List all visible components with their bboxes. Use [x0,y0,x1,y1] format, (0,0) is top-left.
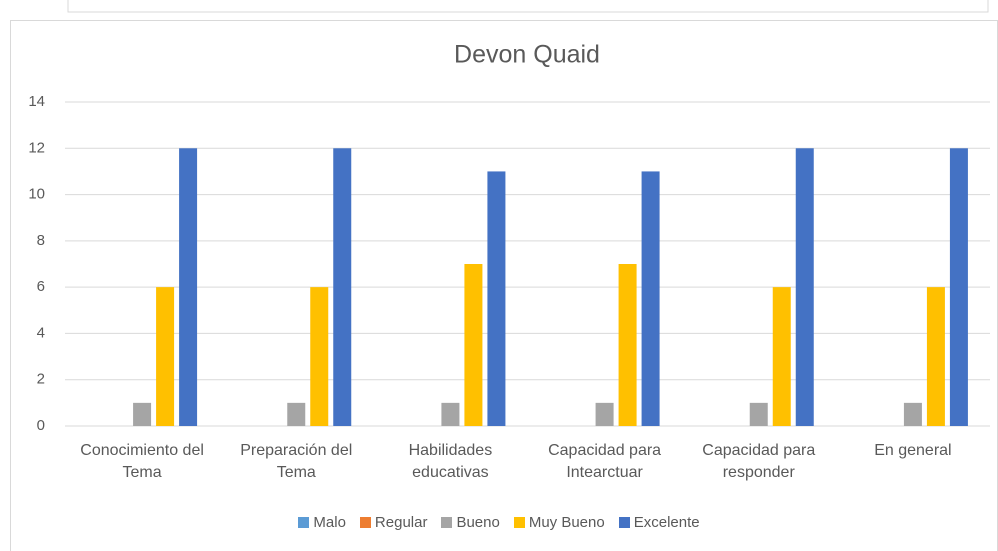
legend-label: Muy Bueno [528,514,605,531]
bar [903,402,922,426]
bar [333,148,352,427]
y-tick-label: 4 [37,324,45,341]
y-tick-label: 12 [28,139,45,156]
y-tick-label: 10 [28,186,45,203]
bar [133,402,152,426]
legend-item: Excelente [618,514,700,531]
bar [949,148,968,427]
bar [618,264,637,426]
x-tick-label: Conocimiento del Tema [80,442,204,481]
bar [487,171,506,426]
frame-top-box [67,0,989,13]
legend-swatch [513,517,525,528]
x-tick-label: Capacidad para Intearctuar [548,442,662,481]
legend-label: Bueno [456,514,500,531]
x-tick-label: Capacidad para responder [702,442,816,481]
bar [926,287,945,426]
y-tick-label: 6 [37,278,45,295]
legend-label: Regular [374,514,428,531]
legend-swatch [359,517,371,528]
legend-swatch [441,517,453,528]
legend-swatch [618,517,630,528]
x-tick-label: Habilidades educativas [408,442,493,481]
bar [156,287,175,426]
y-tick-label: 2 [37,371,45,388]
bar [795,148,814,427]
legend-item: Malo [298,514,346,531]
bar [441,402,460,426]
legend-item: Regular [359,514,428,531]
bar [641,171,660,426]
bar [179,148,198,427]
bar [287,402,306,426]
legend-label: Excelente [633,514,700,531]
legend-label: Malo [313,514,346,531]
bar [595,402,614,426]
x-tick-label: Preparación del Tema [240,442,353,481]
bar [464,264,483,426]
legend-item: Bueno [441,514,500,531]
legend-swatch [298,517,310,528]
legend: Malo Regular Bueno Muy Bueno Excelente [0,514,998,531]
bar [749,402,768,426]
bar [310,287,329,426]
chart-title: Devon Quaid [454,41,600,69]
y-tick-label: 0 [37,417,45,434]
bar [772,287,791,426]
y-tick-label: 14 [28,93,45,110]
y-tick-label: 8 [37,232,45,249]
x-tick-label: En general [874,442,952,459]
legend-item: Muy Bueno [513,514,605,531]
